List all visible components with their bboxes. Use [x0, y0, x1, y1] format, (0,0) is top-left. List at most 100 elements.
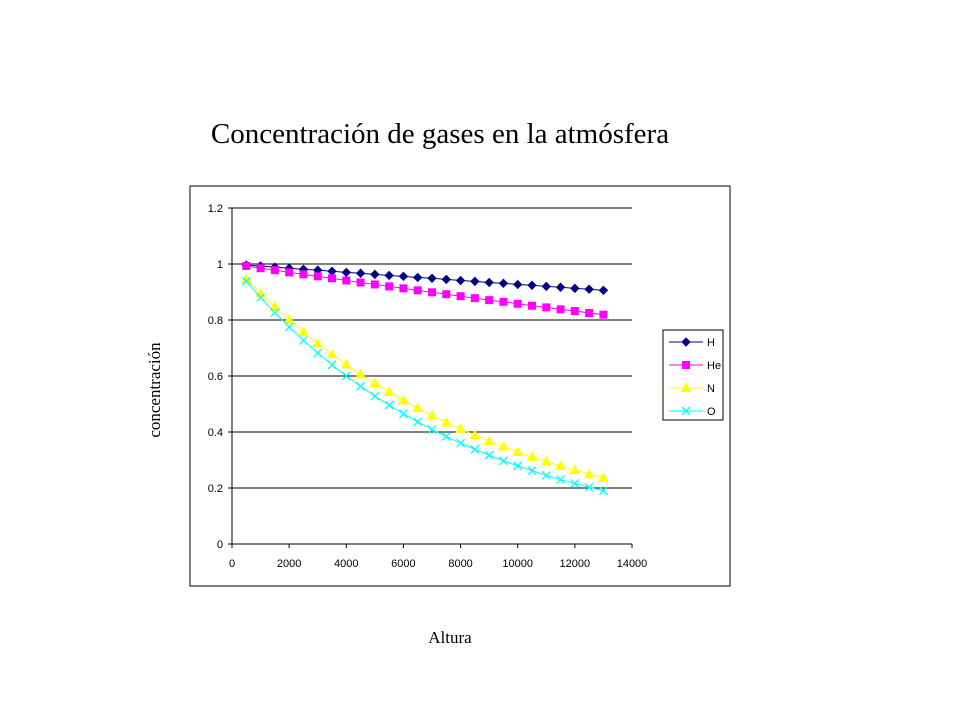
point-o: [298, 335, 308, 345]
point-o: [498, 456, 508, 466]
point-h: [570, 283, 580, 294]
point-he: [542, 303, 551, 312]
point-h: [398, 271, 409, 282]
point-o: [356, 381, 366, 391]
point-n: [298, 326, 309, 337]
legend-label-h: H: [707, 337, 715, 349]
point-o: [327, 360, 337, 370]
point-o: [370, 391, 380, 401]
point-he: [299, 270, 308, 279]
point-he: [370, 280, 379, 289]
legend-item-o: O: [669, 406, 716, 418]
point-he: [313, 272, 322, 281]
series-n: [240, 273, 609, 482]
legend-item-n: N: [669, 382, 715, 395]
point-n: [369, 377, 381, 388]
y-tick-label: 1: [217, 259, 223, 271]
point-n: [312, 338, 324, 348]
y-axis-label: concentración: [145, 342, 164, 438]
point-o: [384, 400, 394, 410]
point-n: [512, 446, 524, 456]
x-tick-label: 6000: [391, 558, 415, 570]
legend-label-he: He: [707, 360, 721, 372]
point-h: [598, 285, 609, 296]
point-he: [428, 288, 436, 297]
series-o: [241, 276, 608, 496]
x-axis-label: Altura: [428, 628, 472, 647]
point-he: [556, 305, 565, 314]
point-h: [341, 267, 351, 278]
legend-marker-n: [680, 382, 692, 392]
point-n: [455, 423, 466, 433]
point-n: [355, 368, 366, 379]
point-o: [270, 308, 280, 318]
point-h: [413, 272, 423, 283]
point-n: [283, 314, 295, 324]
point-he: [399, 284, 408, 293]
point-he: [356, 278, 365, 287]
point-he: [570, 307, 579, 316]
point-n: [426, 409, 438, 420]
point-he: [270, 266, 279, 275]
point-o: [341, 371, 351, 381]
x-tick-label: 0: [229, 558, 235, 570]
axes: 0 0.2 0.4 0.6 0.8 1 1.2 0 2000 4000 6000 8000 10000 1…: [208, 203, 648, 570]
point-o: [527, 466, 537, 476]
point-o: [413, 417, 423, 427]
point-o: [284, 322, 294, 332]
point-he: [599, 310, 608, 319]
point-o: [441, 432, 451, 441]
point-he: [485, 296, 494, 305]
y-tick-label: 0.8: [208, 315, 223, 327]
slide-title: Concentración de gases en la atmósfera: [0, 118, 880, 151]
legend-label-n: N: [707, 383, 715, 395]
y-tick-label: 0.4: [208, 427, 223, 439]
point-o: [456, 438, 466, 448]
point-h: [355, 268, 366, 278]
point-he: [470, 294, 479, 303]
y-tick-label: 1.2: [208, 203, 223, 215]
series-he: [242, 261, 608, 319]
y-tick-label: 0.2: [208, 483, 223, 495]
legend-item-he: He: [669, 360, 721, 372]
point-he: [513, 299, 522, 308]
point-h: [384, 270, 394, 281]
point-he: [385, 282, 394, 291]
point-h: [441, 274, 451, 285]
legend-label-o: O: [707, 406, 716, 418]
y-tick-label: 0: [217, 539, 223, 551]
series-layer: [240, 260, 609, 496]
legend-box: [662, 329, 724, 421]
x-tick-label: 4000: [334, 558, 358, 570]
y-tick-label: 0.6: [208, 371, 223, 383]
point-he: [456, 292, 465, 301]
point-h: [541, 281, 551, 292]
point-he: [256, 264, 265, 273]
point-n: [569, 464, 581, 475]
point-h: [370, 269, 380, 280]
point-n: [526, 451, 538, 461]
point-he: [342, 276, 351, 285]
x-tick-label: 12000: [560, 558, 591, 570]
point-o: [484, 450, 494, 460]
point-he: [585, 309, 594, 317]
point-h: [527, 280, 537, 290]
x-tick-label: 8000: [448, 558, 472, 570]
chart-area: [189, 185, 731, 587]
slide-title-text: Concentración de gases en la atmósfera: [210, 118, 670, 150]
point-he: [442, 290, 451, 299]
point-n: [555, 460, 566, 470]
point-n: [398, 394, 409, 405]
point-o: [241, 276, 251, 286]
point-h: [455, 275, 466, 286]
legend-marker-he: [682, 361, 690, 369]
point-o: [398, 409, 408, 419]
point-h: [513, 279, 523, 290]
point-he: [285, 268, 294, 277]
point-o: [598, 486, 608, 496]
point-n: [326, 348, 338, 359]
grid-lines: [232, 207, 632, 489]
point-he: [242, 261, 251, 270]
x-tick-label: 14000: [617, 558, 648, 570]
